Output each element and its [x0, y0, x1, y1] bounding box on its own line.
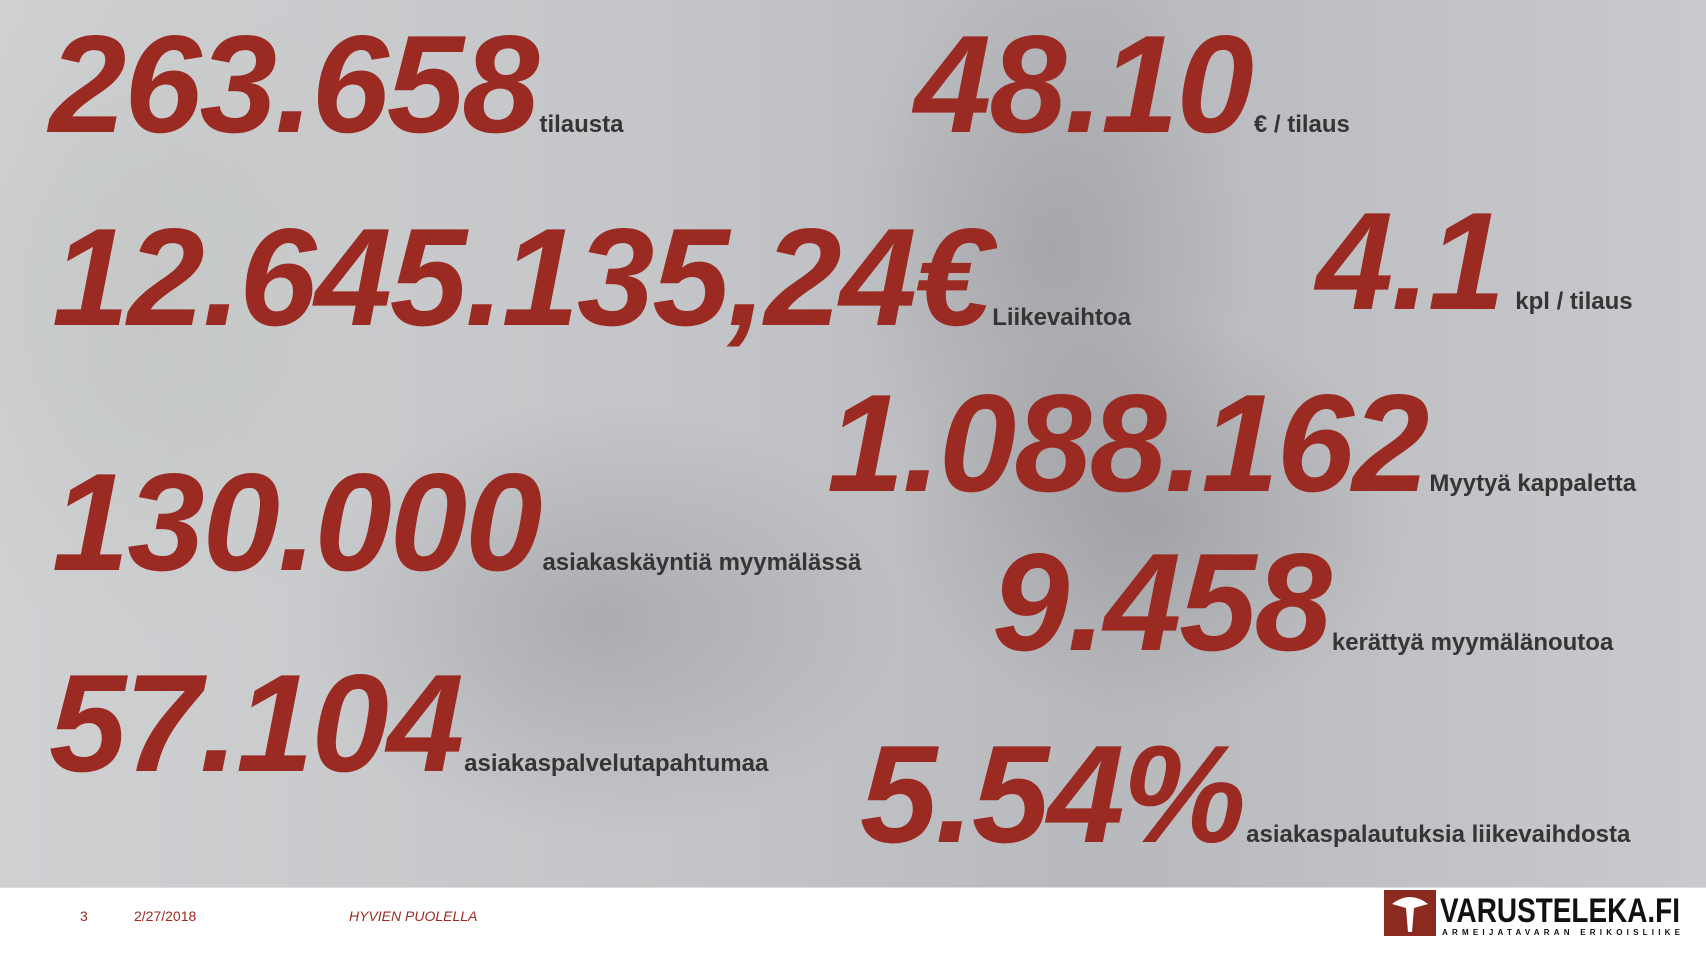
stat-store-pickups: 9.458 kerättyä myymälänoutoa — [992, 533, 1613, 672]
stat-avg-order: 48.10 € / tilaus — [914, 15, 1350, 154]
stat-label: asiakaskäyntiä myymälässä — [542, 549, 862, 576]
stat-customer-service: 57.104 asiakaspalvelutapahtumaa — [49, 654, 768, 793]
stat-label: asiakaspalautuksia liikevaihdosta — [1246, 821, 1631, 848]
stat-label: tilausta — [539, 111, 624, 138]
stat-value: 57.104 — [49, 646, 464, 801]
stat-value: 9.458 — [992, 525, 1332, 680]
stat-label: kpl / tilaus — [1515, 288, 1633, 315]
slide-number: 3 — [80, 908, 88, 924]
stat-label: Liikevaihtoa — [992, 304, 1131, 331]
stat-value: 1.088.162 — [827, 366, 1429, 521]
stat-store-visits: 130.000 asiakaskäyntiä myymälässä — [52, 453, 861, 592]
slide-title: HYVIEN PUOLELLA — [349, 908, 478, 924]
stat-label: kerättyä myymälänoutoa — [1331, 629, 1614, 656]
stat-value: 48.10 — [914, 7, 1254, 162]
stat-label: € / tilaus — [1253, 111, 1350, 138]
stat-value: 263.658 — [49, 7, 539, 162]
slide-footer: 3 2/27/2018 HYVIEN PUOLELLA VARUSTELEKA.… — [0, 887, 1706, 961]
background-photo — [0, 0, 1706, 887]
stat-value: 5.54% — [860, 717, 1246, 872]
stat-revenue: 12.645.135,24€ Liikevaihtoa — [52, 208, 1131, 347]
slide-date: 2/27/2018 — [134, 908, 197, 924]
stat-items-sold: 1.088.162 Myytyä kappaletta — [827, 374, 1636, 513]
varusteleka-logo: VARUSTELEKA.FI ARMEIJATAVARAN ERIKOISLII… — [1384, 888, 1684, 938]
stat-label: asiakaspalvelutapahtumaa — [464, 750, 769, 777]
stat-value: 130.000 — [52, 445, 542, 600]
stat-value: 4.1 — [1316, 184, 1505, 339]
stat-items-per-order: 4.1 kpl / tilaus — [1316, 192, 1633, 331]
stat-label: Myytyä kappaletta — [1429, 470, 1637, 497]
stat-orders: 263.658 tilausta — [49, 15, 623, 154]
stat-returns: 5.54% asiakaspalautuksia liikevaihdosta — [860, 725, 1630, 864]
stat-value: 12.645.135,24€ — [52, 200, 992, 355]
svg-text:VARUSTELEKA.FI: VARUSTELEKA.FI — [1440, 892, 1680, 930]
